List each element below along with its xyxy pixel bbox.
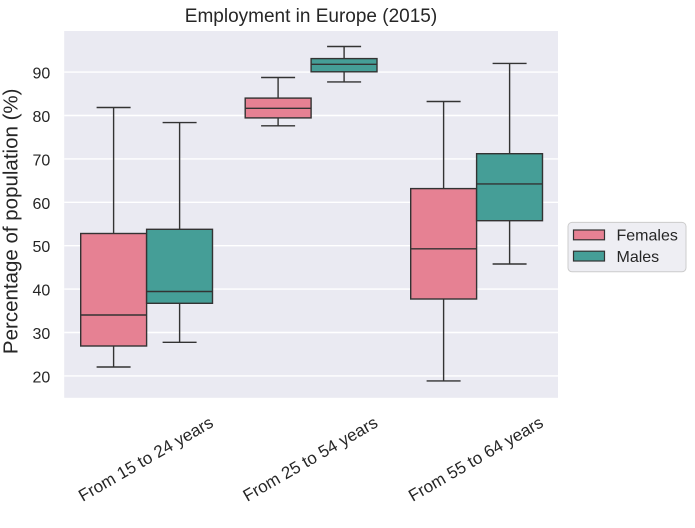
svg-text:30: 30 xyxy=(33,326,51,343)
svg-text:70: 70 xyxy=(33,152,51,169)
svg-text:Females: Females xyxy=(617,228,678,245)
svg-text:From 25 to 54 years: From 25 to 54 years xyxy=(240,413,381,506)
svg-text:From 55 to 64 years: From 55 to 64 years xyxy=(405,413,546,506)
svg-text:50: 50 xyxy=(33,239,51,256)
svg-text:80: 80 xyxy=(33,109,51,126)
svg-text:90: 90 xyxy=(33,66,51,83)
svg-text:Males: Males xyxy=(617,249,660,266)
svg-text:Employment in Europe (2015): Employment in Europe (2015) xyxy=(185,6,437,27)
svg-text:40: 40 xyxy=(33,283,51,300)
svg-text:60: 60 xyxy=(33,196,51,213)
svg-text:From 15 to 24 years: From 15 to 24 years xyxy=(75,413,216,506)
svg-text:20: 20 xyxy=(33,369,51,386)
svg-text:Percentage of population (%): Percentage of population (%) xyxy=(0,89,23,355)
